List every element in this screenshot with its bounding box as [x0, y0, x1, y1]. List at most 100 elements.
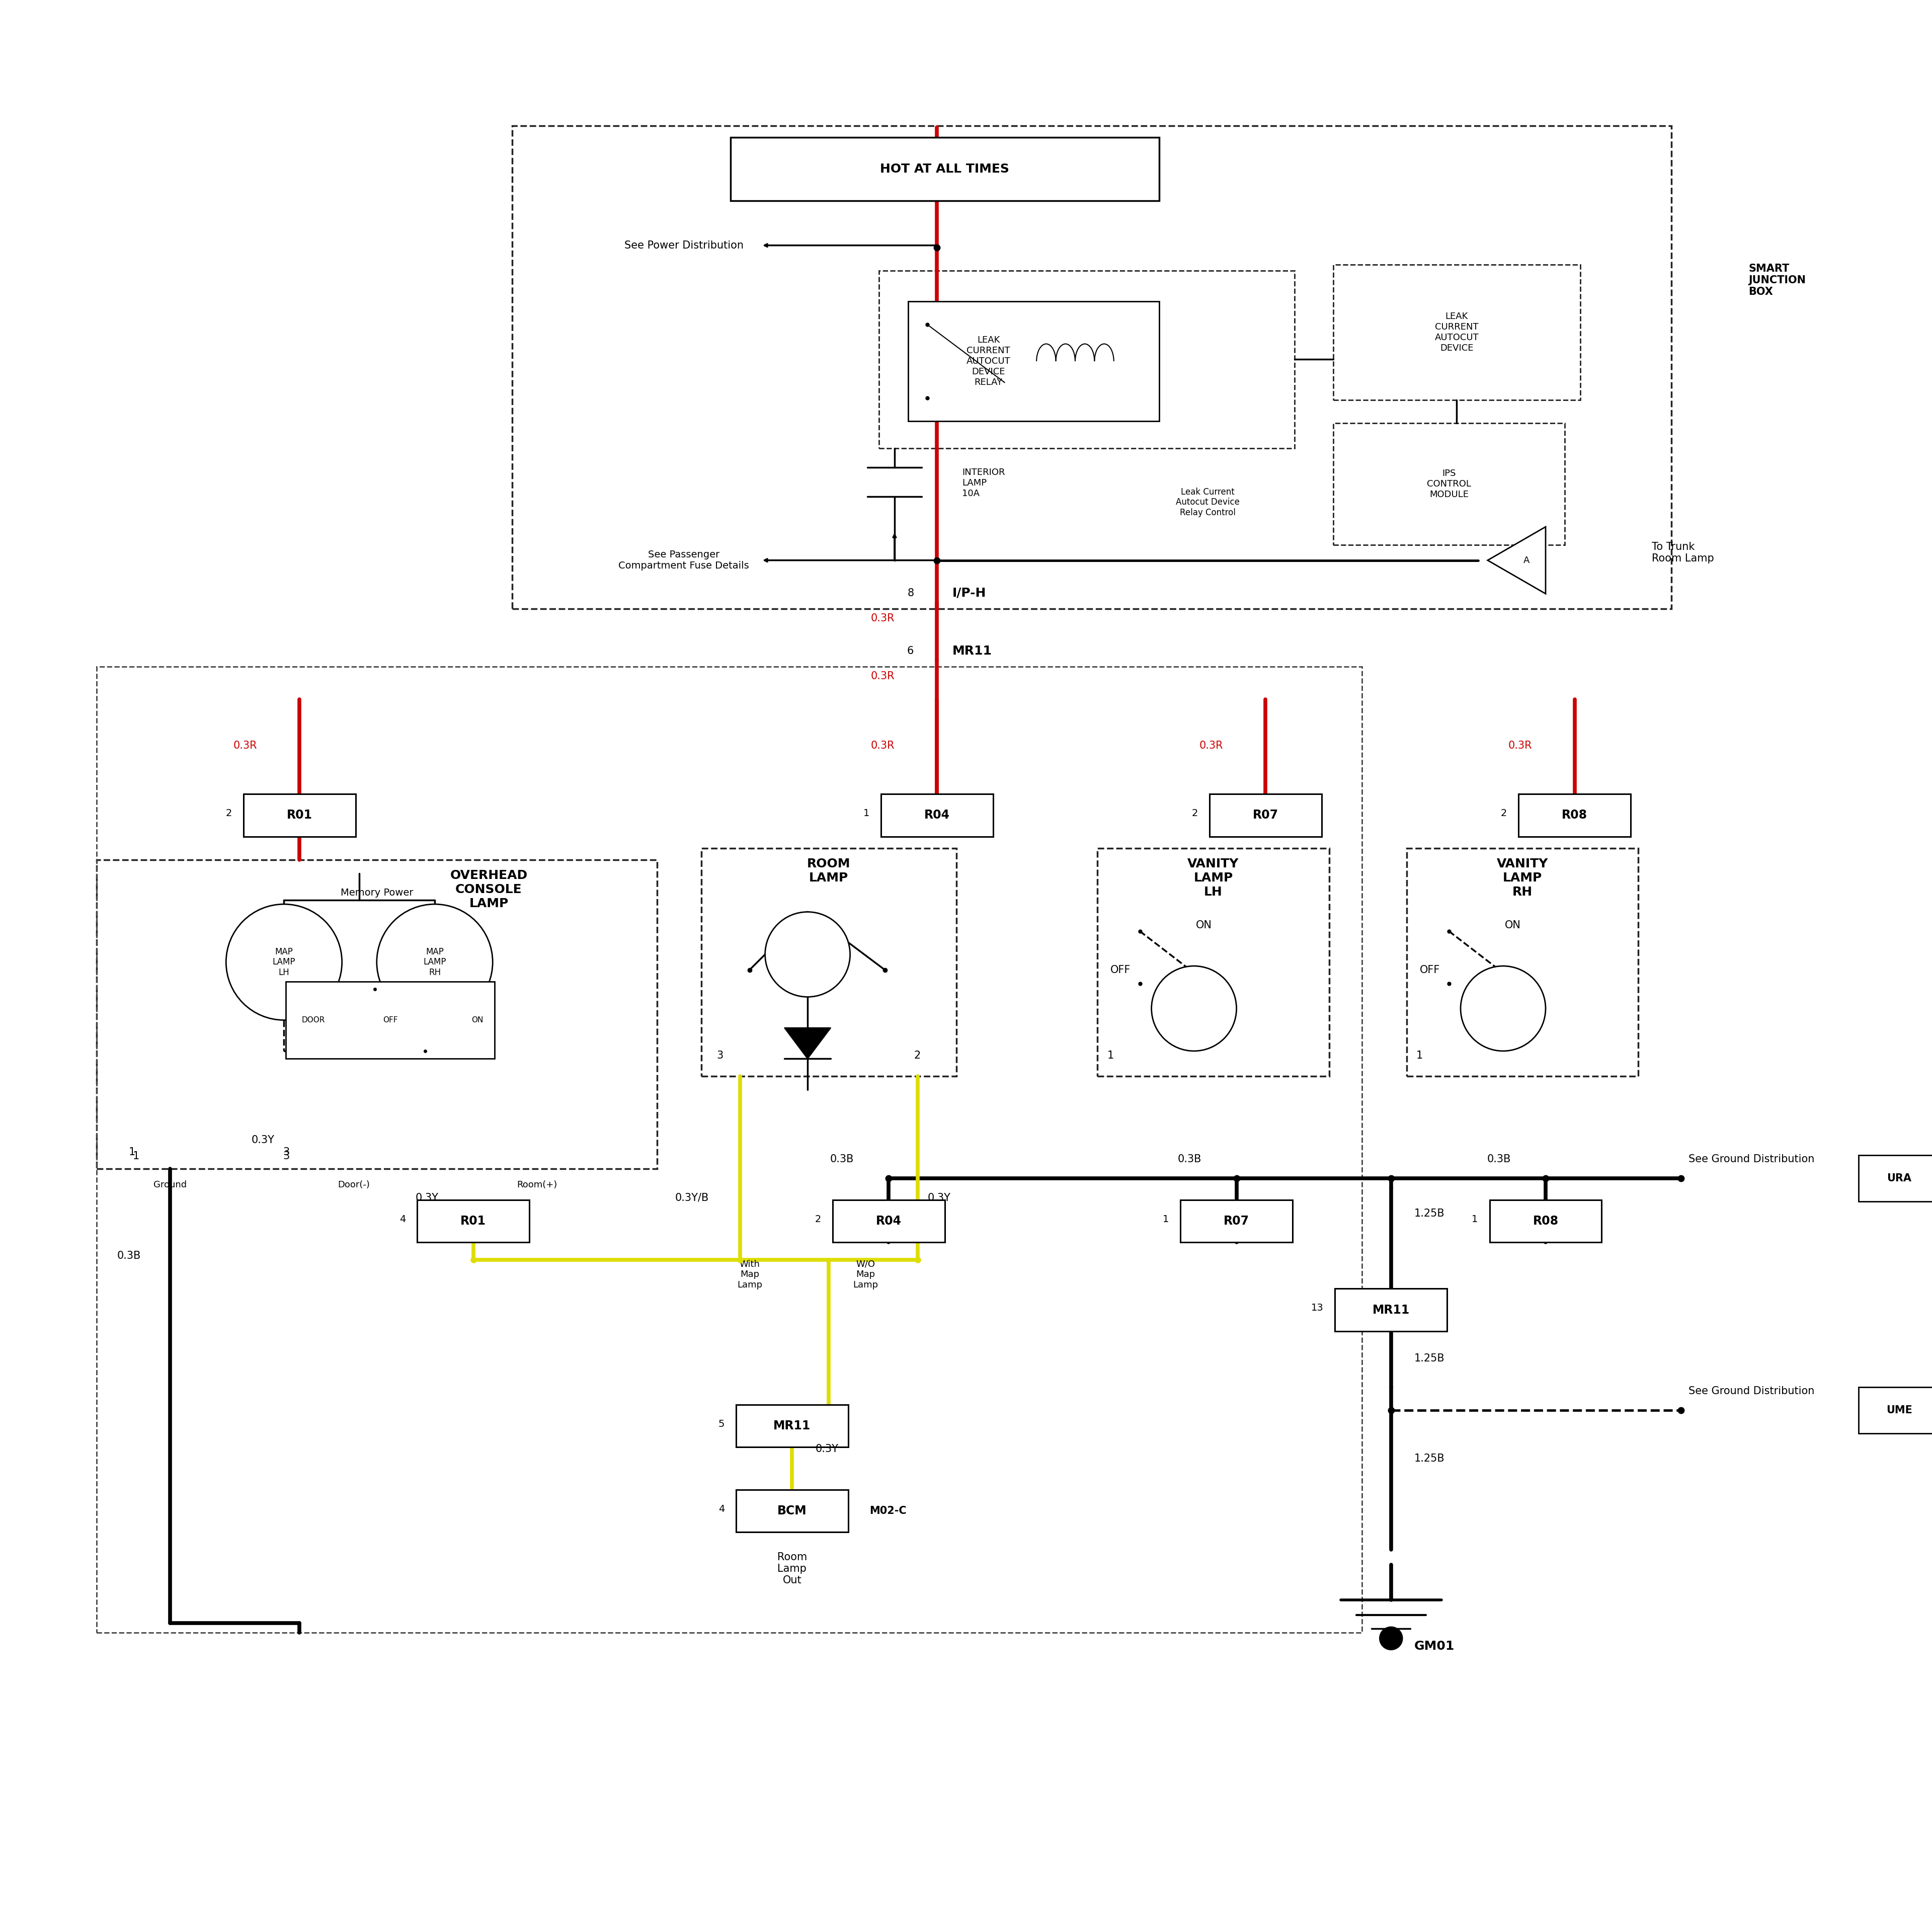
Text: ROOM
LAMP: ROOM LAMP	[808, 858, 850, 883]
Text: OVERHEAD
CONSOLE
LAMP: OVERHEAD CONSOLE LAMP	[450, 869, 527, 910]
Text: INTERIOR
LAMP
10A: INTERIOR LAMP 10A	[962, 468, 1005, 498]
Text: ON: ON	[471, 1016, 483, 1024]
Text: 4: 4	[400, 1215, 406, 1223]
Circle shape	[377, 904, 493, 1020]
Text: LEAK
CURRENT
AUTOCUT
DEVICE
RELAY: LEAK CURRENT AUTOCUT DEVICE RELAY	[966, 336, 1010, 386]
Bar	[512, 126, 1671, 609]
Text: OFF: OFF	[383, 1016, 398, 1024]
Text: Room(+): Room(+)	[518, 1180, 556, 1190]
Text: ON: ON	[1196, 920, 1211, 931]
Text: 0.3Y: 0.3Y	[927, 1192, 951, 1204]
Text: 1: 1	[864, 810, 869, 817]
Text: 0.3Y: 0.3Y	[415, 1192, 439, 1204]
Bar	[1180, 1200, 1293, 1242]
Text: R07: R07	[1252, 810, 1279, 821]
Text: 1.25B: 1.25B	[1414, 1352, 1445, 1364]
Text: Leak Current
Autocut Device
Relay Control: Leak Current Autocut Device Relay Contro…	[1175, 487, 1240, 518]
Bar	[243, 794, 355, 837]
Text: 13: 13	[1312, 1304, 1323, 1312]
Text: MR11: MR11	[952, 645, 993, 657]
Text: 0.3R: 0.3R	[871, 670, 895, 682]
Bar	[97, 667, 1362, 1633]
Bar	[1209, 794, 1321, 837]
Text: MAP
LAMP
RH: MAP LAMP RH	[423, 947, 446, 978]
Text: VANITY
LAMP
LH: VANITY LAMP LH	[1188, 858, 1238, 898]
Bar	[701, 848, 956, 1076]
Text: 0.3R: 0.3R	[1200, 740, 1223, 752]
Text: MAP
LAMP
LH: MAP LAMP LH	[272, 947, 296, 978]
Bar	[1333, 265, 1580, 400]
Text: R01: R01	[460, 1215, 487, 1227]
Text: 0.3R: 0.3R	[234, 740, 257, 752]
Text: W/O
Map
Lamp: W/O Map Lamp	[852, 1260, 879, 1291]
Bar	[1859, 1155, 1932, 1202]
Bar	[736, 1490, 848, 1532]
Text: 8: 8	[908, 587, 914, 599]
Text: 0.3B: 0.3B	[831, 1153, 854, 1165]
Text: 0.3Y/B: 0.3Y/B	[674, 1192, 709, 1204]
Bar	[1490, 1200, 1602, 1242]
Text: 0.3B: 0.3B	[118, 1250, 141, 1262]
Text: SMART
JUNCTION
BOX: SMART JUNCTION BOX	[1748, 263, 1806, 298]
Text: 1: 1	[129, 1148, 135, 1157]
Text: OFF: OFF	[1420, 964, 1439, 976]
Text: With
Map
Lamp: With Map Lamp	[736, 1260, 763, 1291]
Text: See Passenger
Compartment Fuse Details: See Passenger Compartment Fuse Details	[618, 551, 750, 570]
Bar	[1859, 1387, 1932, 1434]
Text: 4: 4	[719, 1505, 725, 1513]
Text: UME: UME	[1886, 1405, 1913, 1416]
Text: BCM: BCM	[777, 1505, 808, 1517]
Text: See Ground Distribution: See Ground Distribution	[1689, 1385, 1814, 1397]
Circle shape	[1379, 1627, 1403, 1650]
Text: Room
Lamp
Out: Room Lamp Out	[777, 1551, 808, 1586]
Text: 1: 1	[1107, 1051, 1113, 1061]
Text: 3: 3	[284, 1151, 290, 1161]
Text: 1: 1	[1163, 1215, 1169, 1223]
Circle shape	[1461, 966, 1546, 1051]
Text: OFF: OFF	[1111, 964, 1130, 976]
Bar	[1333, 423, 1565, 545]
Bar	[417, 1200, 529, 1242]
Text: Memory Power: Memory Power	[340, 889, 413, 896]
Text: IPS
CONTROL
MODULE: IPS CONTROL MODULE	[1428, 469, 1470, 498]
Text: 0.3B: 0.3B	[1488, 1153, 1511, 1165]
Text: Door(-): Door(-)	[338, 1180, 369, 1190]
Bar	[286, 981, 495, 1059]
Text: See Power Distribution: See Power Distribution	[624, 240, 744, 251]
Text: 0.3R: 0.3R	[1509, 740, 1532, 752]
Text: R08: R08	[1532, 1215, 1559, 1227]
Text: A: A	[1522, 556, 1530, 564]
Text: To Trunk
Room Lamp: To Trunk Room Lamp	[1652, 541, 1714, 564]
Bar	[736, 1405, 848, 1447]
Text: R01: R01	[286, 810, 313, 821]
Text: ON: ON	[1505, 920, 1520, 931]
Text: 0.3Y: 0.3Y	[815, 1443, 838, 1455]
Polygon shape	[784, 1028, 831, 1059]
Bar	[879, 270, 1294, 448]
Bar	[730, 137, 1159, 201]
Text: 1: 1	[1416, 1051, 1422, 1061]
Text: 6: 6	[908, 645, 914, 657]
Text: R04: R04	[875, 1215, 902, 1227]
Text: DOOR: DOOR	[301, 1016, 325, 1024]
Text: R07: R07	[1223, 1215, 1250, 1227]
Circle shape	[1151, 966, 1236, 1051]
Text: 3: 3	[717, 1051, 723, 1061]
Text: LEAK
CURRENT
AUTOCUT
DEVICE: LEAK CURRENT AUTOCUT DEVICE	[1435, 313, 1478, 352]
Text: MR11: MR11	[773, 1420, 811, 1432]
Circle shape	[765, 912, 850, 997]
Text: 1.25B: 1.25B	[1414, 1453, 1445, 1464]
Text: M02-C: M02-C	[869, 1505, 906, 1517]
Bar	[833, 1200, 945, 1242]
Text: 2: 2	[226, 810, 232, 817]
Text: URA: URA	[1888, 1173, 1911, 1184]
Text: 2: 2	[1192, 810, 1198, 817]
Bar	[881, 794, 993, 837]
Bar	[1519, 794, 1631, 837]
Text: R04: R04	[923, 810, 951, 821]
Bar	[1406, 848, 1638, 1076]
Text: MR11: MR11	[1372, 1304, 1410, 1316]
Text: VANITY
LAMP
RH: VANITY LAMP RH	[1497, 858, 1548, 898]
Text: 0.3B: 0.3B	[1179, 1153, 1202, 1165]
Text: R08: R08	[1561, 810, 1588, 821]
